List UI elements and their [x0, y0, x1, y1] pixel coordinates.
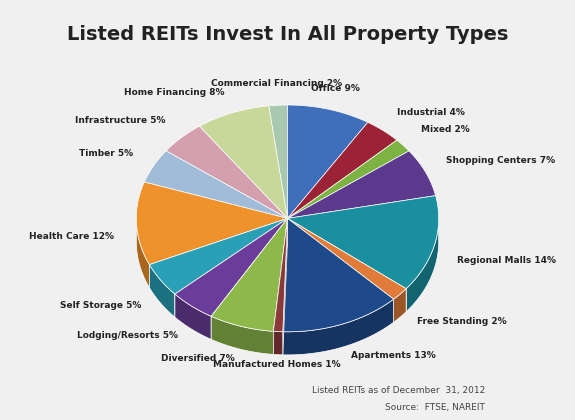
PathPatch shape — [150, 218, 288, 288]
PathPatch shape — [288, 196, 439, 289]
Text: Apartments 13%: Apartments 13% — [351, 352, 436, 360]
Text: Free Standing 2%: Free Standing 2% — [417, 317, 507, 326]
PathPatch shape — [406, 220, 439, 312]
Text: Regional Malls 14%: Regional Malls 14% — [457, 256, 555, 265]
PathPatch shape — [288, 218, 406, 312]
Text: Self Storage 5%: Self Storage 5% — [60, 301, 141, 310]
PathPatch shape — [211, 218, 288, 339]
PathPatch shape — [150, 218, 288, 288]
PathPatch shape — [136, 182, 288, 265]
PathPatch shape — [211, 218, 288, 331]
PathPatch shape — [288, 122, 397, 218]
PathPatch shape — [283, 218, 288, 355]
PathPatch shape — [175, 218, 288, 317]
Text: Health Care 12%: Health Care 12% — [29, 231, 114, 241]
PathPatch shape — [175, 218, 288, 316]
Text: Home Financing 8%: Home Financing 8% — [124, 88, 224, 97]
Text: Source:  FTSE, NAREIT: Source: FTSE, NAREIT — [385, 403, 485, 412]
PathPatch shape — [288, 151, 436, 218]
PathPatch shape — [273, 218, 288, 332]
Text: Lodging/Resorts 5%: Lodging/Resorts 5% — [76, 331, 178, 340]
PathPatch shape — [150, 218, 288, 294]
PathPatch shape — [273, 218, 288, 354]
Text: Mixed 2%: Mixed 2% — [420, 126, 469, 134]
PathPatch shape — [288, 218, 393, 322]
PathPatch shape — [288, 218, 406, 299]
Text: Infrastructure 5%: Infrastructure 5% — [75, 116, 166, 126]
PathPatch shape — [288, 218, 406, 312]
PathPatch shape — [283, 218, 288, 355]
Text: Diversified 7%: Diversified 7% — [160, 354, 234, 363]
PathPatch shape — [144, 151, 288, 218]
PathPatch shape — [175, 218, 288, 317]
PathPatch shape — [200, 106, 288, 218]
PathPatch shape — [150, 265, 175, 317]
PathPatch shape — [283, 299, 393, 355]
PathPatch shape — [211, 316, 273, 354]
PathPatch shape — [175, 294, 211, 339]
Text: Listed REITs as of December  31, 2012: Listed REITs as of December 31, 2012 — [312, 386, 485, 395]
PathPatch shape — [136, 219, 150, 288]
PathPatch shape — [288, 140, 409, 218]
Text: Office 9%: Office 9% — [311, 84, 360, 93]
PathPatch shape — [288, 105, 368, 218]
PathPatch shape — [211, 218, 288, 339]
PathPatch shape — [273, 218, 288, 354]
Text: Shopping Centers 7%: Shopping Centers 7% — [446, 156, 555, 165]
PathPatch shape — [393, 289, 406, 322]
Text: Listed REITs Invest In All Property Types: Listed REITs Invest In All Property Type… — [67, 25, 508, 44]
Text: Manufactured Homes 1%: Manufactured Homes 1% — [213, 360, 340, 369]
Text: Commercial Financing 2%: Commercial Financing 2% — [211, 79, 342, 88]
PathPatch shape — [283, 218, 393, 332]
PathPatch shape — [269, 105, 288, 218]
PathPatch shape — [288, 218, 393, 322]
PathPatch shape — [273, 331, 283, 355]
Text: Industrial 4%: Industrial 4% — [397, 108, 465, 117]
Text: Timber 5%: Timber 5% — [79, 149, 133, 158]
PathPatch shape — [166, 126, 288, 218]
